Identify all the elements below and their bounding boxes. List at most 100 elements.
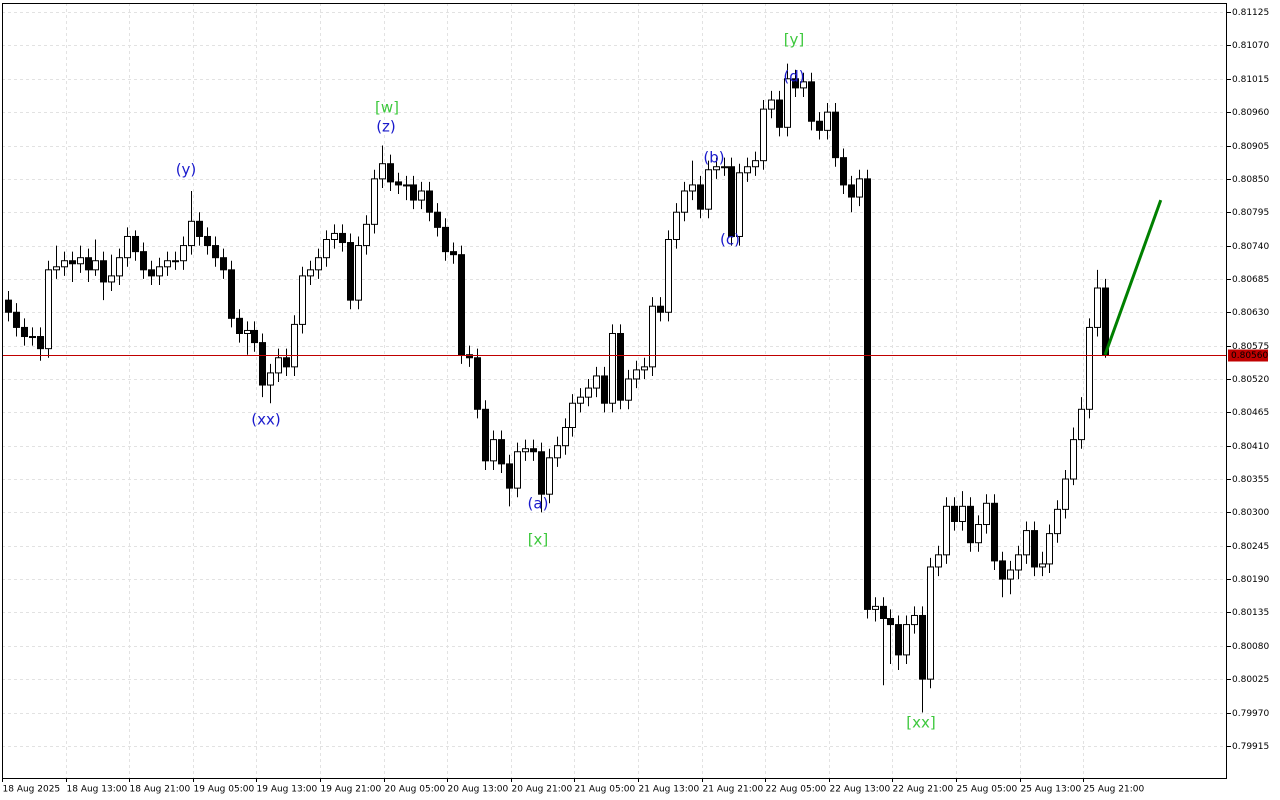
y-tick-label: 0.80685 [1232,275,1269,285]
candle-body [641,366,648,371]
candle-body [307,269,314,277]
candle-body [681,190,688,213]
y-tick-label: 0.80630 [1232,308,1269,318]
wave-label: [x] [528,531,549,549]
candle-body [196,220,203,237]
candle-body [522,448,529,453]
candle-body [1031,530,1038,568]
candle-body [124,235,131,259]
candle-body [657,305,664,313]
x-tick-label: 18 Aug 21:00 [130,785,191,795]
candle-body [13,311,20,328]
x-tick-label: 22 Aug 13:00 [830,785,891,795]
candle-body [77,257,84,265]
candle-body [204,235,211,247]
candle-body [21,326,28,338]
x-tick-label: 20 Aug 13:00 [448,785,509,795]
overlays: [w](z) (y) (xx) (a) [x] [y] (d) (b) (c) [xx] [2,31,1227,732]
candle-body [569,402,576,428]
y-tick-label: 0.80520 [1232,375,1269,385]
candle-body [244,329,251,334]
y-tick-label: 0.80410 [1232,442,1269,452]
candle-body [148,269,155,277]
candle-body [474,357,481,410]
candle-body [85,257,92,271]
candle-body [363,223,370,247]
candle-body [45,269,52,350]
x-tick-label: 21 Aug 21:00 [703,785,764,795]
x-tick-label: 20 Aug 21:00 [512,785,573,795]
y-tick-label: 0.80025 [1232,675,1269,685]
candle-body [180,245,187,262]
candle-body [53,266,60,271]
candle-body [1039,563,1046,568]
candle-body [697,184,704,210]
candle-body [919,614,926,680]
candle-body [530,448,537,453]
candle-body [752,160,759,168]
candle-body [856,178,863,198]
candle-body [108,275,115,283]
candle-body [156,266,163,277]
candles [5,63,1109,713]
x-tick-label: 19 Aug 05:00 [194,785,255,795]
candle-body [554,445,561,459]
current-price-label: 0.80560 [1231,351,1268,361]
y-tick-label: 0.81125 [1232,8,1269,18]
candle-body [967,505,974,544]
candle-body [37,336,44,350]
candle-body [5,299,12,313]
wave-label: (z) [376,118,396,136]
candle-body [251,329,258,344]
candle-body [887,618,894,626]
candle-body [935,554,942,568]
y-tick-label: 0.80190 [1232,575,1269,585]
candle-body [601,375,608,404]
candle-body [538,451,545,495]
candle-body [872,605,879,610]
candle-body [816,120,823,131]
candle-body [895,624,902,656]
candle-body [490,439,497,462]
candle-body [116,257,123,277]
candle-body [275,357,282,374]
candle-body [100,260,107,283]
candle-body [991,502,998,562]
candle-body [466,354,473,359]
candle-body [283,357,290,368]
candle-body [848,184,855,198]
wave-label: (xx) [251,411,280,429]
y-tick-label: 0.79970 [1232,709,1269,719]
y-tick-label: 0.81015 [1232,75,1269,85]
candle-body [61,260,68,268]
candle-body [585,387,592,398]
y-tick-label: 0.80355 [1232,475,1269,485]
candle-body [212,245,219,259]
candle-body [808,81,815,122]
candle-body [299,275,306,325]
x-tick-label: 25 Aug 05:00 [957,785,1018,795]
y-tick-label: 0.80135 [1232,608,1269,618]
candle-body [689,184,696,192]
candle-body [728,166,735,237]
candle-body [975,524,982,544]
candle-body [721,166,728,169]
y-tick-label: 0.80850 [1232,175,1269,185]
candle-body [1086,326,1093,410]
candle-body [665,239,672,313]
candle-body [371,178,378,225]
candle-body [625,378,632,401]
wave-label: (b) [703,149,724,167]
candle-body [132,235,139,253]
candle-body [760,108,767,162]
candle-body [577,396,584,404]
candle-body [458,254,465,356]
candle-body [649,305,656,368]
candle-body [1046,533,1053,565]
x-tick-label: 21 Aug 13:00 [639,785,700,795]
candle-body [140,251,147,271]
candle-body [609,332,616,404]
candle-body [403,184,410,187]
